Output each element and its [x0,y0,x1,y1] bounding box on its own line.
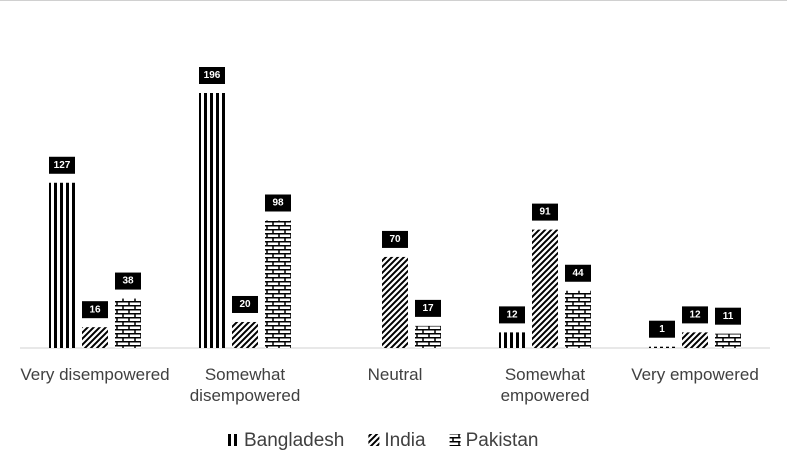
value-label-box [499,306,525,324]
value-label: 17 [422,303,434,314]
legend-swatch [449,434,461,446]
bar [532,229,558,348]
bar [415,325,441,348]
bar [715,333,741,348]
value-label: 70 [389,234,401,245]
category-label: Neutral [367,365,423,384]
category-label: Somewhat empowered [500,365,590,405]
value-label-box [649,320,675,338]
bar [499,332,525,348]
legend-label: India [384,430,426,451]
bar [49,182,75,348]
bar [115,298,141,348]
category-label: Very disempowered [20,365,170,384]
value-label: 127 [54,160,71,171]
value-label: 11 [723,311,734,322]
bar [82,327,108,348]
value-label: 91 [539,207,551,218]
value-label: 16 [89,304,101,315]
legend-label: Pakistan [466,430,539,451]
value-label-box [265,194,291,212]
bar [382,256,408,348]
category-label: Somewhat disempowered [189,365,301,405]
value-label-box [199,67,225,84]
value-label: 196 [204,70,221,81]
value-label-box [565,264,591,282]
value-label: 20 [239,299,251,310]
value-label: 98 [272,198,284,209]
legend-swatch [228,434,239,446]
value-label: 12 [506,310,518,321]
bar [232,321,258,348]
value-label-box [232,295,258,313]
value-label-box [115,272,141,290]
value-label-box [415,299,441,317]
bar [682,332,708,348]
value-label-box [682,306,708,324]
value-label-box [82,301,108,319]
value-label-box [49,156,75,174]
value-label-box [532,203,558,221]
bar [565,290,591,348]
category-label: Very empowered [631,365,759,384]
value-label-box [715,307,741,325]
bar [199,93,225,348]
bar [265,220,291,348]
value-label: 12 [689,310,701,321]
value-label: 1 [659,324,665,335]
value-label: 38 [122,276,134,287]
value-label-box [382,230,408,248]
legend-swatch [368,434,380,446]
legend-label: Bangladesh [244,430,344,451]
value-label: 44 [572,268,584,279]
bar [649,346,675,348]
